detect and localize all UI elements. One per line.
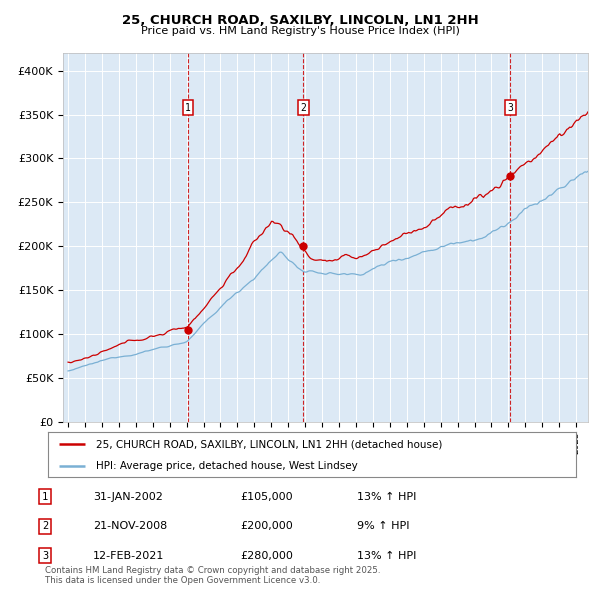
Text: 25, CHURCH ROAD, SAXILBY, LINCOLN, LN1 2HH: 25, CHURCH ROAD, SAXILBY, LINCOLN, LN1 2… [122, 14, 478, 27]
Text: £105,000: £105,000 [240, 492, 293, 502]
Text: 1: 1 [185, 103, 191, 113]
Text: HPI: Average price, detached house, West Lindsey: HPI: Average price, detached house, West… [95, 461, 357, 471]
Text: 31-JAN-2002: 31-JAN-2002 [93, 492, 163, 502]
Text: Price paid vs. HM Land Registry's House Price Index (HPI): Price paid vs. HM Land Registry's House … [140, 26, 460, 36]
Text: £280,000: £280,000 [240, 551, 293, 560]
Text: 12-FEB-2021: 12-FEB-2021 [93, 551, 164, 560]
Text: 13% ↑ HPI: 13% ↑ HPI [357, 551, 416, 560]
Text: 2: 2 [301, 103, 307, 113]
Text: 1: 1 [42, 492, 48, 502]
Text: 25, CHURCH ROAD, SAXILBY, LINCOLN, LN1 2HH (detached house): 25, CHURCH ROAD, SAXILBY, LINCOLN, LN1 2… [95, 440, 442, 450]
Text: 3: 3 [508, 103, 514, 113]
Text: 9% ↑ HPI: 9% ↑ HPI [357, 522, 409, 531]
Text: Contains HM Land Registry data © Crown copyright and database right 2025.
This d: Contains HM Land Registry data © Crown c… [45, 566, 380, 585]
Text: 3: 3 [42, 551, 48, 560]
Text: 2: 2 [42, 522, 48, 531]
Text: 13% ↑ HPI: 13% ↑ HPI [357, 492, 416, 502]
Text: £200,000: £200,000 [240, 522, 293, 531]
Text: 21-NOV-2008: 21-NOV-2008 [93, 522, 167, 531]
